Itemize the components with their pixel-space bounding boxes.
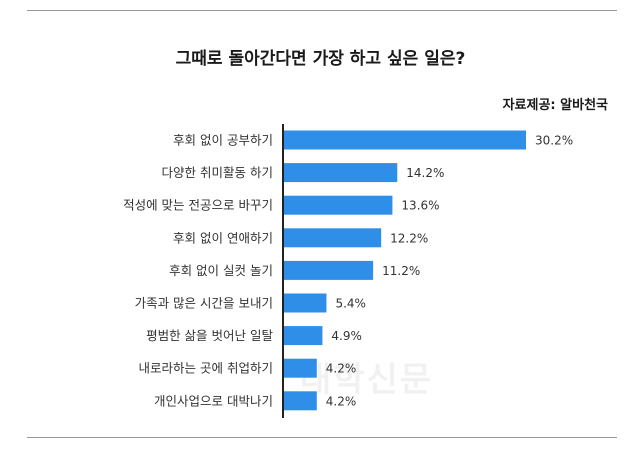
bottom-rule (27, 437, 617, 438)
category-label: 개인사업으로 대박나기 (154, 393, 273, 408)
category-label: 후회 없이 실컷 놀기 (169, 263, 273, 278)
value-label: 4.2% (326, 394, 357, 408)
value-label: 11.2% (382, 264, 420, 278)
value-label: 4.2% (326, 362, 357, 376)
bar (283, 391, 317, 411)
category-label: 평범한 삶을 벗어난 일탈 (146, 328, 273, 343)
bar (283, 293, 327, 313)
value-label: 14.2% (406, 166, 444, 180)
bar (283, 358, 317, 378)
bar (283, 195, 393, 215)
category-label: 후회 없이 공부하기 (173, 133, 273, 148)
bar (283, 260, 374, 280)
source-credit: 자료제공: 알바천국 (502, 98, 608, 113)
value-label: 4.9% (331, 329, 362, 343)
category-label: 다양한 취미활동 하기 (162, 165, 273, 180)
category-label: 적성에 맞는 전공으로 바꾸기 (123, 198, 273, 213)
value-label: 30.2% (535, 134, 573, 148)
category-label: 내로라하는 곳에 취업하기 (139, 361, 273, 376)
bar (283, 228, 382, 248)
value-label: 12.2% (390, 231, 428, 245)
bar (283, 130, 526, 150)
category-label: 후회 없이 연애하기 (173, 230, 273, 245)
chart-title: 그때로 돌아간다면 가장 하고 싶은 일은? (175, 49, 466, 69)
category-label: 가족과 많은 시간을 보내기 (135, 296, 273, 311)
value-label: 5.4% (335, 297, 366, 311)
top-rule (27, 10, 617, 11)
value-label: 13.6% (401, 199, 439, 213)
bar (283, 326, 323, 346)
bar (283, 163, 398, 183)
watermark: 대학신문 (300, 360, 434, 400)
